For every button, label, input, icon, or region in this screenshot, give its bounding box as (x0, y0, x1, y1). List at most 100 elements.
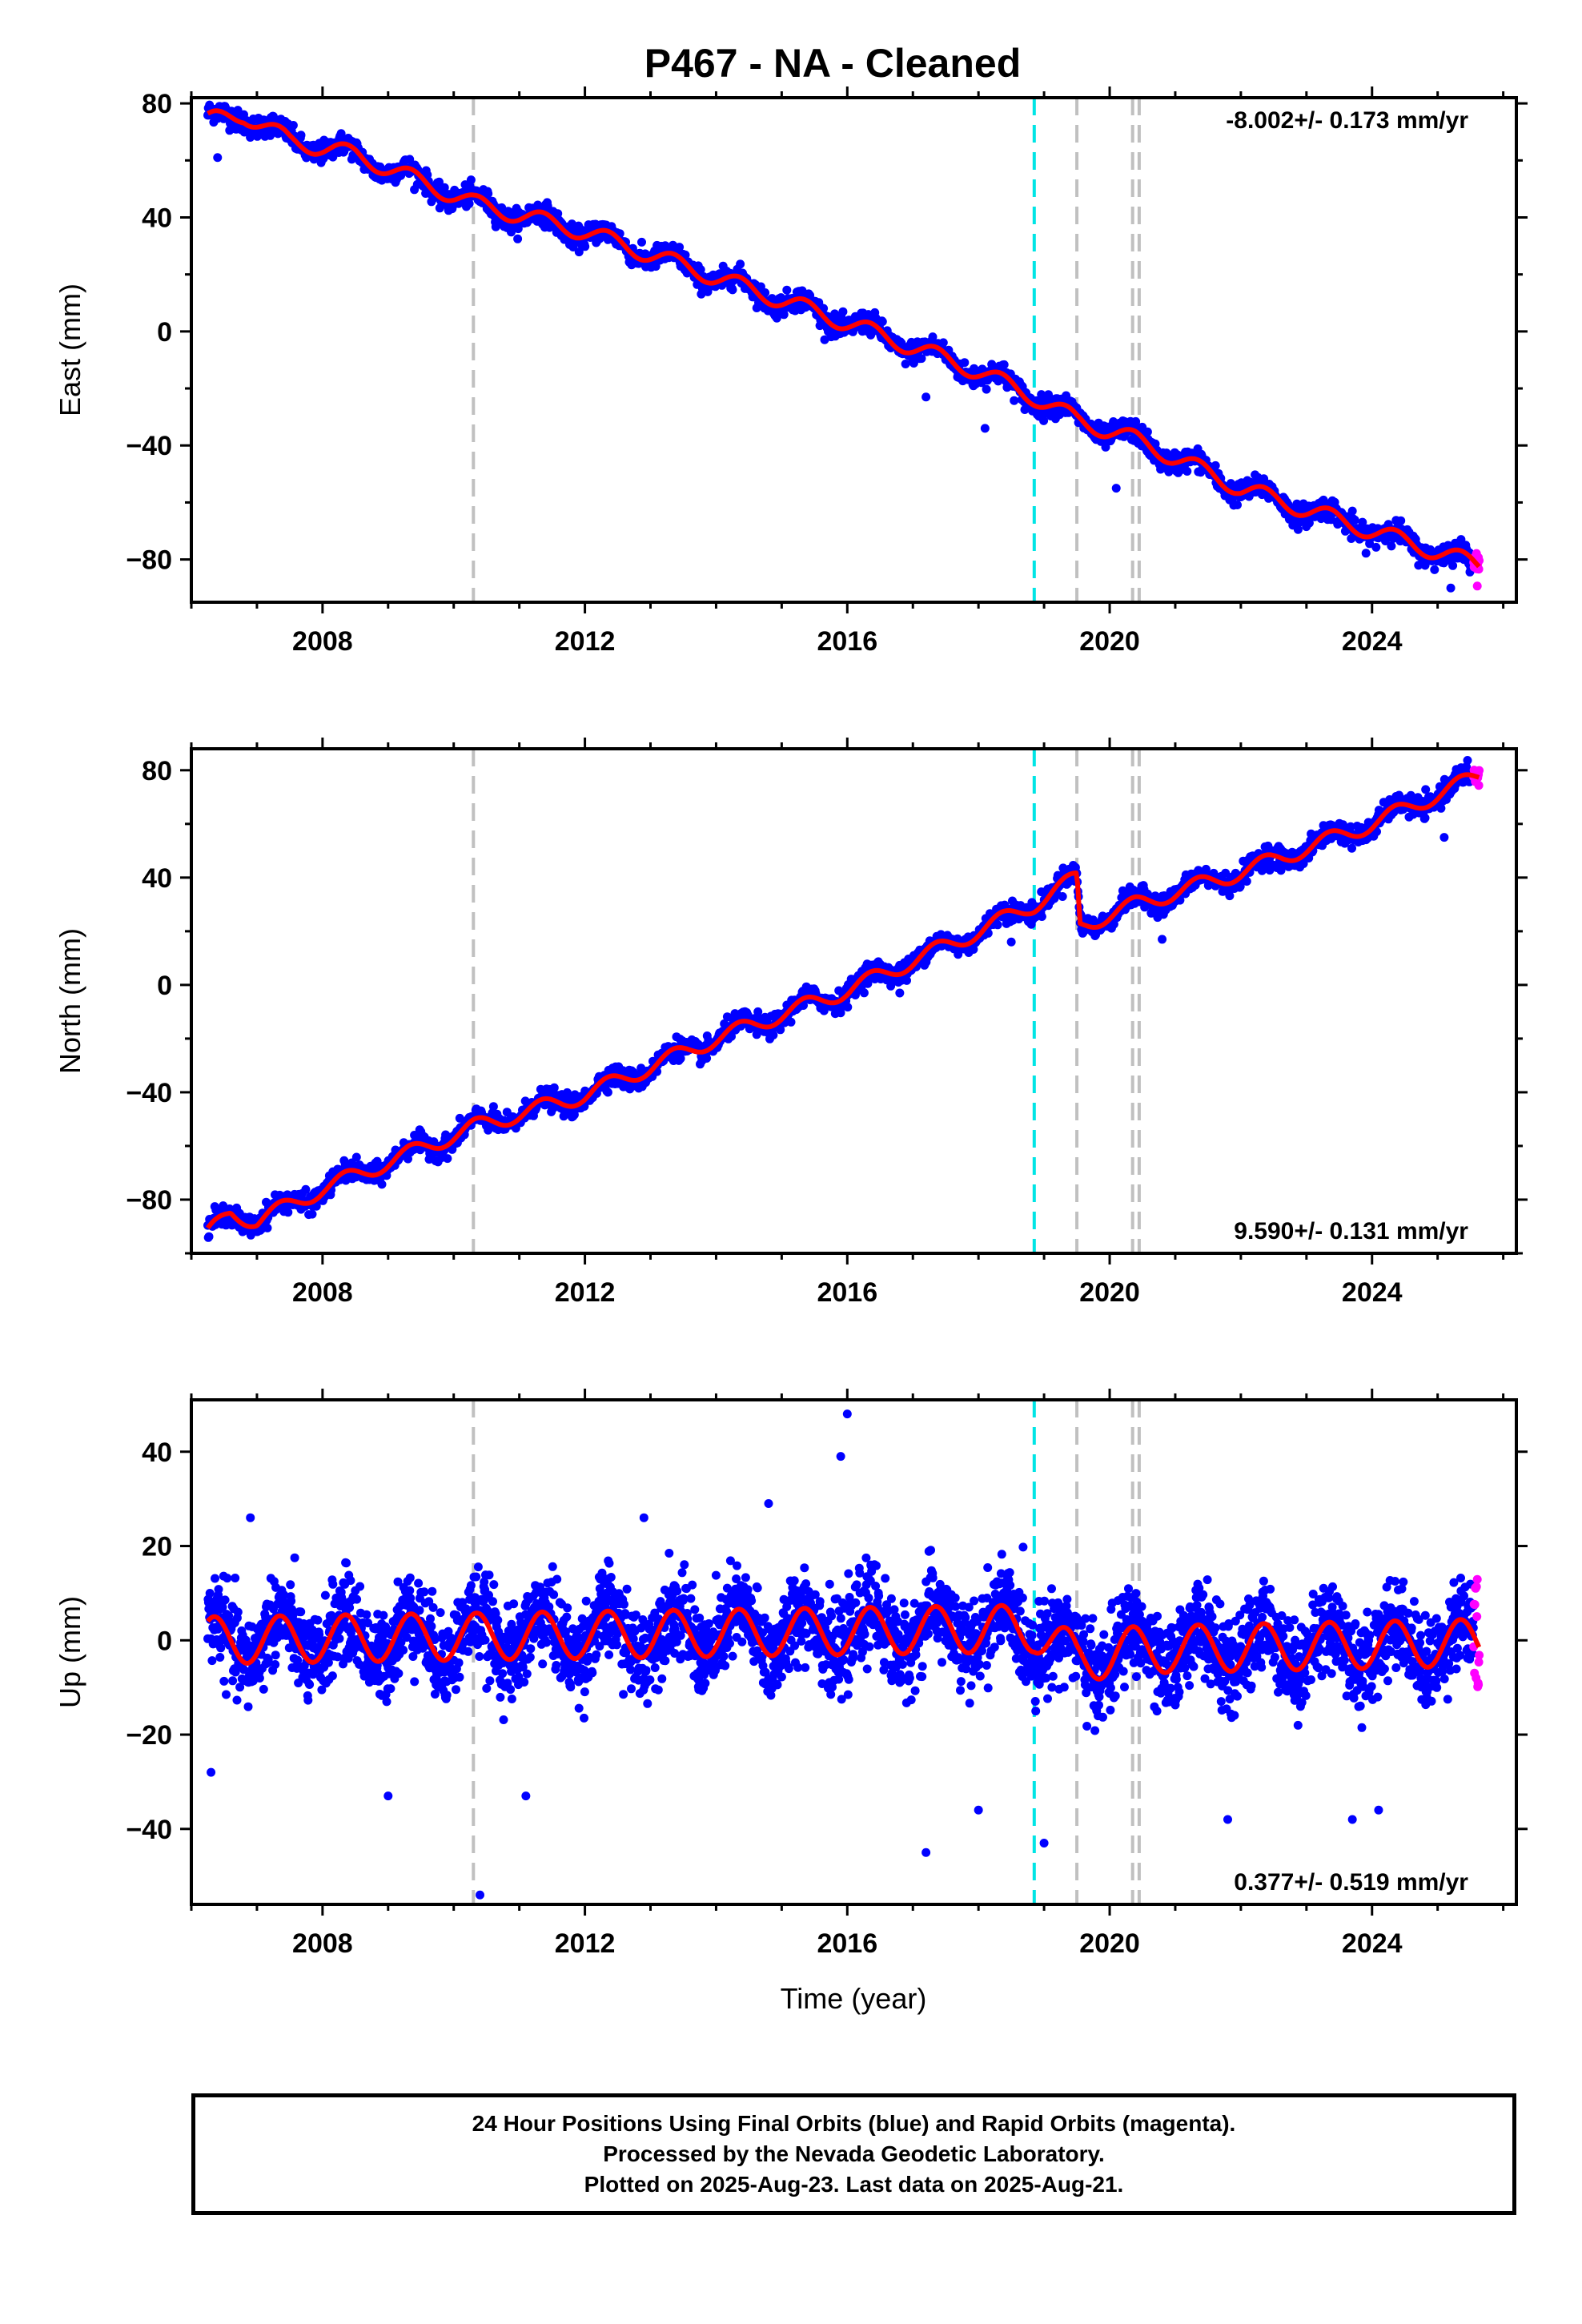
panels: 2008 2012 2016 2020 2024 −80 −40 0 40 80 East (mm)… (54, 86, 1528, 1959)
data-point (372, 1156, 382, 1166)
y-tick-label: 0 (157, 317, 172, 348)
y-tick-label: 0 (157, 971, 172, 1001)
data-point (263, 1655, 273, 1665)
y-tick-label: −80 (126, 545, 172, 576)
outlier-point (1111, 484, 1121, 493)
data-point (271, 1660, 280, 1669)
data-point (1448, 561, 1458, 570)
data-point (877, 317, 887, 327)
data-point (216, 1643, 226, 1653)
data-point (1347, 843, 1356, 853)
data-point (1010, 396, 1019, 405)
outlier-point (1006, 937, 1016, 947)
rapid-orbit-point (1472, 581, 1482, 591)
plot-frame (190, 96, 1518, 604)
data-point (681, 250, 690, 259)
outlier-point (1347, 506, 1357, 516)
event-lines (472, 98, 1141, 602)
x-tick-label: 2008 (292, 1277, 353, 1308)
data-point (1182, 467, 1192, 476)
data-point (377, 1180, 387, 1189)
y-tick-label: 80 (142, 89, 172, 119)
data-point (219, 1676, 229, 1686)
outlier-point (921, 392, 931, 402)
data-point (553, 209, 563, 219)
x-tick-label: 2016 (817, 1277, 877, 1308)
data-point (982, 384, 991, 394)
data-point (1421, 785, 1431, 794)
data-point (327, 1671, 337, 1681)
data-point (1396, 516, 1406, 525)
data-point (1420, 813, 1430, 822)
data-point (288, 121, 298, 130)
data-point (1361, 549, 1371, 558)
data-point (928, 332, 938, 342)
y-tick-label: −80 (126, 1185, 172, 1216)
data-point (204, 1232, 214, 1241)
y-tick-label: 40 (142, 203, 172, 233)
data-point (328, 1579, 338, 1589)
y-tick-label: −40 (126, 1078, 172, 1108)
data-point (902, 975, 911, 985)
data-point (675, 243, 685, 252)
y-axis-label: East (mm) (54, 283, 86, 416)
data-point (484, 189, 493, 199)
data-point (1175, 895, 1185, 905)
data-point (983, 928, 993, 938)
data-point (843, 1003, 853, 1012)
data-point (702, 1054, 712, 1063)
data-point (1037, 912, 1046, 921)
data-point (568, 243, 578, 251)
data-point (351, 1152, 361, 1162)
data-point (569, 1110, 579, 1120)
data-point (820, 335, 829, 344)
data-point (938, 338, 948, 348)
data-point (779, 310, 789, 320)
data-point (355, 1582, 365, 1591)
data-point (1436, 803, 1446, 813)
data-point (917, 354, 926, 364)
model-fit-line (207, 108, 1481, 569)
data-point (1211, 460, 1220, 470)
data-point (435, 177, 444, 187)
outlier-point (895, 988, 905, 998)
data-point (279, 1590, 289, 1599)
x-tick-label: 2012 (555, 1277, 616, 1308)
data-point (491, 222, 500, 231)
data-point (315, 1630, 324, 1639)
data-point (838, 307, 848, 316)
data-point (335, 1634, 344, 1643)
y-tick-label: 80 (142, 756, 172, 786)
data-point (1430, 565, 1439, 574)
x-tick-label: 2024 (1342, 626, 1403, 657)
y-tick-label: −40 (126, 431, 172, 461)
data-point (1346, 822, 1355, 831)
outlier-point (1446, 583, 1456, 593)
data-point (1304, 518, 1314, 528)
data-point (207, 1656, 217, 1666)
outlier-point (980, 424, 990, 433)
data-point (214, 1585, 223, 1594)
outlier-point (1439, 833, 1449, 842)
x-axis: 2008 2012 2016 2020 2024 (190, 86, 1505, 657)
data-point (303, 1695, 313, 1705)
data-point (513, 224, 523, 234)
data-point (1463, 756, 1472, 765)
data-point (1293, 525, 1303, 534)
data-point (233, 1607, 243, 1617)
data-point (1039, 416, 1049, 425)
data-point (728, 285, 737, 295)
y-axis-label: North (mm) (54, 928, 86, 1074)
data-point (497, 203, 507, 212)
data-point (235, 1683, 245, 1692)
data-point (346, 1576, 355, 1586)
data-point (909, 359, 918, 368)
data-point (1350, 515, 1359, 525)
data-point (1242, 877, 1251, 886)
data-point (580, 242, 590, 251)
chart-title: P467 - NA - Cleaned (644, 41, 1022, 86)
data-point (1235, 882, 1245, 891)
data-point (287, 1596, 296, 1606)
